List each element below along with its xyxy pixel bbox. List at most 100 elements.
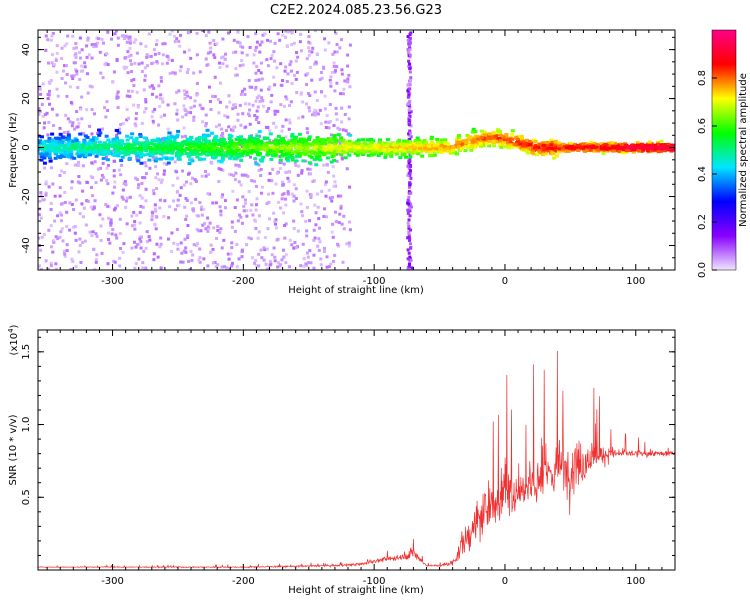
- noise-point: [77, 250, 81, 254]
- band-point: [347, 139, 352, 143]
- band-point: [195, 140, 200, 144]
- noise-point: [49, 201, 53, 205]
- noise-point: [228, 100, 232, 104]
- band-point: [553, 144, 558, 148]
- noise-point: [59, 230, 63, 234]
- spike-point: [408, 115, 412, 119]
- noise-point: [269, 100, 273, 104]
- noise-point: [256, 236, 260, 240]
- noise-point: [254, 85, 258, 89]
- band-point: [139, 161, 144, 165]
- noise-point: [273, 41, 277, 45]
- noise-point: [307, 261, 311, 265]
- noise-point: [346, 77, 350, 81]
- spike-point: [406, 95, 410, 99]
- band-point: [257, 152, 262, 156]
- band-point: [528, 143, 533, 147]
- band-point: [159, 150, 164, 154]
- band-point: [359, 147, 364, 151]
- band-point: [312, 146, 317, 150]
- noise-point: [168, 71, 172, 75]
- noise-point: [171, 71, 175, 75]
- noise-point: [121, 188, 125, 192]
- noise-point: [324, 125, 328, 129]
- noise-point: [278, 263, 282, 267]
- band-point: [497, 137, 502, 141]
- band-point: [392, 143, 397, 147]
- noise-point: [63, 254, 67, 258]
- noise-point: [40, 103, 44, 107]
- band-point: [278, 139, 283, 143]
- noise-point: [214, 201, 218, 205]
- band-point: [556, 141, 561, 145]
- noise-point: [339, 92, 343, 96]
- noise-point: [268, 263, 272, 267]
- band-point: [337, 147, 342, 151]
- band-point: [516, 134, 521, 138]
- spike-point: [408, 83, 412, 87]
- noise-point: [239, 92, 243, 96]
- noise-point: [77, 160, 81, 164]
- band-point: [614, 147, 619, 151]
- noise-point: [253, 218, 257, 222]
- noise-point: [46, 92, 50, 96]
- band-point: [220, 155, 225, 159]
- noise-point: [300, 171, 304, 175]
- band-point: [257, 143, 262, 147]
- band-point: [512, 142, 517, 146]
- spike-point: [408, 48, 412, 52]
- band-point: [167, 138, 172, 142]
- band-point: [377, 142, 382, 146]
- noise-point: [134, 261, 138, 265]
- noise-point: [115, 96, 119, 100]
- noise-point: [175, 90, 179, 94]
- band-point: [78, 132, 83, 136]
- noise-point: [259, 248, 263, 252]
- noise-point: [305, 82, 309, 86]
- noise-point: [255, 109, 259, 113]
- noise-point: [48, 89, 52, 93]
- band-point: [581, 142, 586, 146]
- noise-point: [218, 81, 222, 85]
- noise-point: [216, 98, 220, 102]
- band-point: [109, 143, 114, 147]
- noise-point: [236, 118, 240, 122]
- noise-point: [65, 224, 69, 228]
- noise-point: [255, 197, 259, 201]
- band-point: [146, 152, 151, 156]
- noise-point: [299, 264, 303, 268]
- noise-point: [83, 61, 87, 65]
- noise-point: [339, 204, 343, 208]
- band-point: [457, 134, 462, 138]
- band-point: [510, 145, 515, 149]
- band-point: [541, 143, 546, 147]
- noise-point: [335, 65, 339, 69]
- noise-point: [74, 42, 78, 46]
- band-point: [184, 152, 189, 156]
- band-point: [118, 151, 123, 155]
- noise-point: [278, 155, 282, 159]
- noise-point: [214, 125, 218, 129]
- noise-point: [169, 249, 173, 253]
- noise-point: [241, 112, 245, 116]
- spike-point: [408, 41, 412, 45]
- noise-point: [260, 77, 264, 81]
- band-point: [139, 141, 144, 145]
- band-point: [402, 145, 407, 149]
- band-point: [228, 145, 233, 149]
- band-point: [339, 139, 344, 143]
- noise-point: [65, 72, 69, 76]
- noise-point: [343, 79, 347, 83]
- noise-point: [139, 240, 143, 244]
- band-point: [413, 140, 418, 144]
- band-point: [517, 138, 522, 142]
- band-point: [404, 155, 409, 159]
- band-point: [474, 135, 479, 139]
- band-point: [357, 144, 362, 148]
- band-point: [456, 135, 461, 139]
- noise-point: [211, 201, 215, 205]
- noise-point: [330, 230, 334, 234]
- noise-point: [161, 42, 165, 46]
- noise-point: [159, 115, 163, 119]
- noise-point: [249, 237, 253, 241]
